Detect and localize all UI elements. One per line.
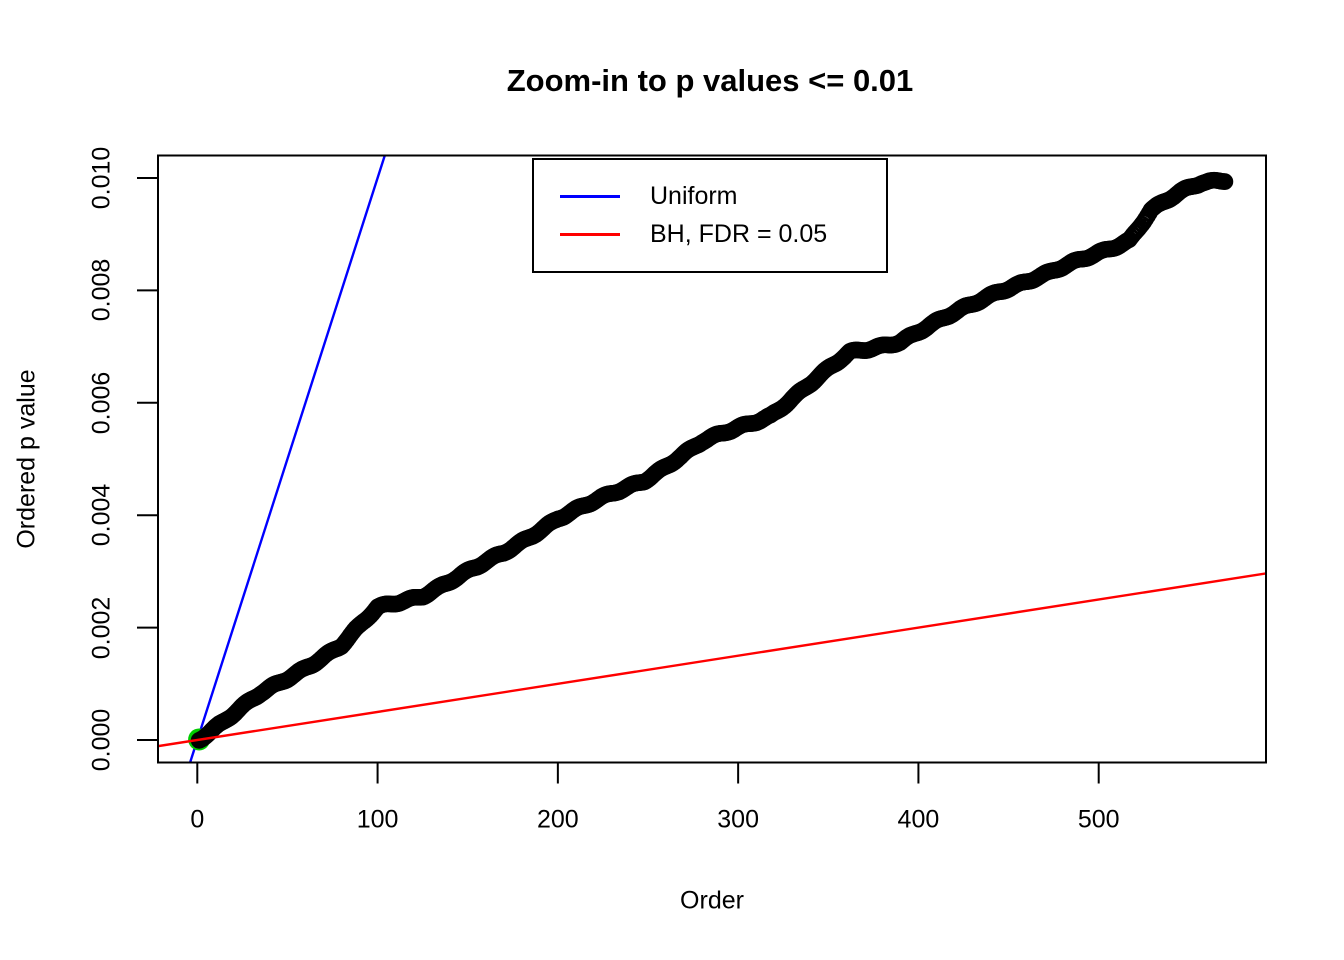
x-axis-title: Order bbox=[680, 886, 744, 915]
x-tick-label: 100 bbox=[356, 805, 399, 834]
y-tick-label: 0.006 bbox=[87, 371, 116, 435]
bh-line-swatch bbox=[560, 232, 620, 236]
uniform-line-swatch bbox=[560, 194, 620, 198]
p-value-points bbox=[190, 171, 1234, 749]
x-tick-label: 500 bbox=[1077, 805, 1120, 834]
legend-item-uniform: Uniform bbox=[534, 177, 886, 215]
plot-area bbox=[158, 155, 1266, 763]
x-tick-label: 400 bbox=[897, 805, 940, 834]
y-tick-label: 0.010 bbox=[87, 146, 116, 210]
data-point bbox=[1216, 173, 1234, 190]
x-tick-label: 0 bbox=[190, 805, 205, 834]
legend-label-uniform: Uniform bbox=[650, 181, 738, 210]
y-axis-title: Ordered p value bbox=[12, 369, 41, 549]
y-tick-label: 0.000 bbox=[87, 708, 116, 772]
legend-item-bh: BH, FDR = 0.05 bbox=[534, 215, 886, 253]
legend: Uniform BH, FDR = 0.05 bbox=[532, 158, 888, 273]
uniform-line bbox=[188, 155, 387, 763]
legend-label-bh: BH, FDR = 0.05 bbox=[650, 219, 828, 248]
chart-title: Zoom-in to p values <= 0.01 bbox=[506, 63, 914, 98]
bh-fdr-line bbox=[158, 572, 1266, 748]
y-tick-label: 0.008 bbox=[87, 259, 116, 322]
x-tick-label: 300 bbox=[717, 805, 759, 834]
y-tick-label: 0.004 bbox=[87, 483, 116, 547]
y-tick-label: 0.002 bbox=[87, 596, 116, 659]
x-tick-label: 200 bbox=[537, 805, 579, 834]
plot-frame bbox=[157, 154, 1267, 764]
